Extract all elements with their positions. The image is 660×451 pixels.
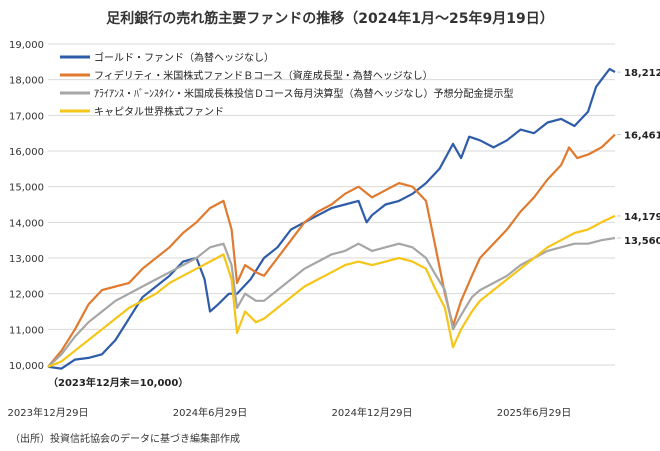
- series-line-2: [47, 236, 616, 368]
- y-tick-label-15000: 15,000: [9, 183, 44, 194]
- series-line-1: [47, 133, 616, 368]
- y-tick-label-13000: 13,000: [9, 254, 44, 265]
- y-tick-label-14000: 14,000: [9, 218, 44, 229]
- legend-label-2: ｱﾗｲｱﾝｽ・ﾊﾞｰﾝｽﾀｲﾝ・米国成長株投信Ｄコース毎月決算型（為替ヘッジなし…: [94, 87, 514, 100]
- y-axis-tick-labels: 10,000 11,000 12,000 13,000 14,000 15,000 16,0…: [9, 40, 44, 372]
- end-value-labels: 18,212 16,461 13,560 14,179: [617, 68, 660, 247]
- base-index-note: （2023年12月末＝10,000）: [48, 376, 188, 389]
- series-lines: [47, 67, 616, 370]
- chart-title: 足利銀行の売れ筋主要ファンドの推移（2024年1月〜25年9月19日）: [106, 11, 554, 27]
- legend-label-0: ゴールド・ファンド（為替ヘッジなし）: [94, 51, 274, 64]
- source-note: （出所）投資信託協会のデータに基づき編集部作成: [10, 434, 240, 445]
- end-label-2: 13,560: [624, 236, 660, 247]
- y-tick-label-17000: 17,000: [9, 111, 44, 122]
- legend-label-1: フィデリティ・米国株式ファンドＢコース（資産成長型・為替ヘッジなし）: [94, 69, 433, 82]
- y-tick-label-10000: 10,000: [9, 361, 44, 372]
- y-tick-label-12000: 12,000: [9, 290, 44, 301]
- legend-label-3: キャピタル世界株式ファンド: [94, 105, 224, 118]
- y-tick-label-16000: 16,000: [9, 147, 44, 158]
- x-axis-tick-labels: 2023年12月29日 2024年6月29日 2024年12月29日 2025年6月2…: [8, 406, 572, 419]
- y-tick-label-19000: 19,000: [9, 40, 44, 51]
- legend: ゴールド・ファンド（為替ヘッジなし） フィデリティ・米国株式ファンドＢコース（資産…: [60, 51, 514, 118]
- x-tick-label-0: 2023年12月29日: [8, 406, 89, 419]
- x-tick-label-3: 2025年6月29日: [497, 406, 572, 419]
- series-line-3: [47, 214, 616, 368]
- gridlines: [48, 43, 615, 366]
- y-tick-label-11000: 11,000: [9, 325, 44, 336]
- y-tick-label-18000: 18,000: [9, 76, 44, 87]
- end-label-3: 14,179: [624, 212, 660, 223]
- x-tick-label-2: 2024年12月29日: [332, 406, 413, 419]
- end-label-0: 18,212: [624, 68, 660, 79]
- series-line-0: [47, 67, 616, 370]
- end-label-1: 16,461: [624, 131, 660, 142]
- x-tick-label-1: 2024年6月29日: [173, 406, 248, 419]
